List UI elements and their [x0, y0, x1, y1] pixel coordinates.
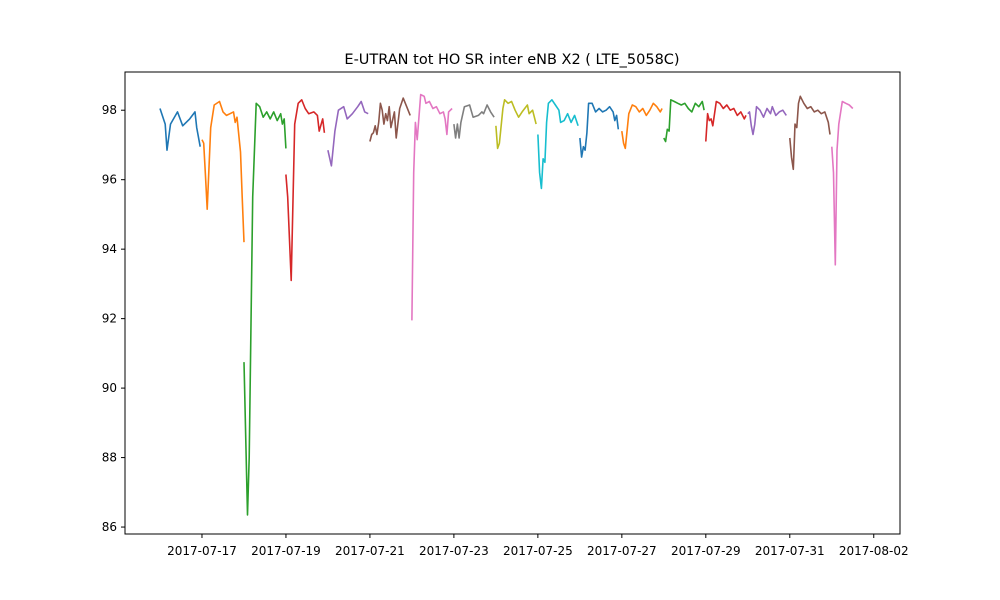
series-line-16 — [789, 95, 831, 171]
y-tick-label: 88 — [102, 451, 117, 465]
x-tick-label: 2017-07-21 — [335, 544, 405, 558]
y-tick-label: 90 — [102, 381, 117, 395]
series-line-6 — [369, 97, 411, 142]
y-tick-label: 96 — [102, 173, 117, 187]
series-line-15 — [747, 105, 787, 136]
x-tick-label: 2017-07-29 — [671, 544, 741, 558]
y-axis: 86 88 90 92 94 96 98 — [102, 103, 125, 534]
plot-frame — [124, 71, 901, 535]
series-line-12 — [621, 102, 663, 150]
series-line-8 — [453, 104, 495, 139]
series-line-1 — [159, 108, 201, 151]
series-line-4 — [285, 99, 326, 282]
series-line-2 — [201, 100, 245, 243]
series-line-5 — [327, 100, 369, 167]
series-line-10 — [537, 99, 579, 190]
x-tick-label: 2017-08-02 — [839, 544, 909, 558]
y-tick-label: 86 — [102, 520, 117, 534]
series-layer — [159, 93, 854, 516]
series-line-14 — [705, 100, 747, 142]
x-tick-label: 2017-07-27 — [587, 544, 657, 558]
series-line-7 — [411, 93, 453, 321]
x-tick-label: 2017-07-19 — [251, 544, 321, 558]
series-line-9 — [495, 99, 537, 150]
series-line-17 — [831, 100, 854, 266]
y-tick-label: 92 — [102, 312, 117, 326]
x-tick-label: 2017-07-25 — [503, 544, 573, 558]
series-line-11 — [579, 102, 620, 158]
y-tick-label: 94 — [102, 242, 117, 256]
x-tick-label: 2017-07-31 — [755, 544, 825, 558]
x-axis: 2017-07-17 2017-07-19 2017-07-21 2017-07-23… — [167, 534, 909, 558]
x-tick-label: 2017-07-17 — [167, 544, 237, 558]
series-line-3 — [243, 102, 287, 516]
series-line-13 — [663, 99, 705, 143]
y-tick-label: 98 — [102, 103, 117, 117]
chart-title: E-UTRAN tot HO SR inter eNB X2 ( LTE_505… — [344, 52, 679, 68]
x-tick-label: 2017-07-23 — [419, 544, 489, 558]
